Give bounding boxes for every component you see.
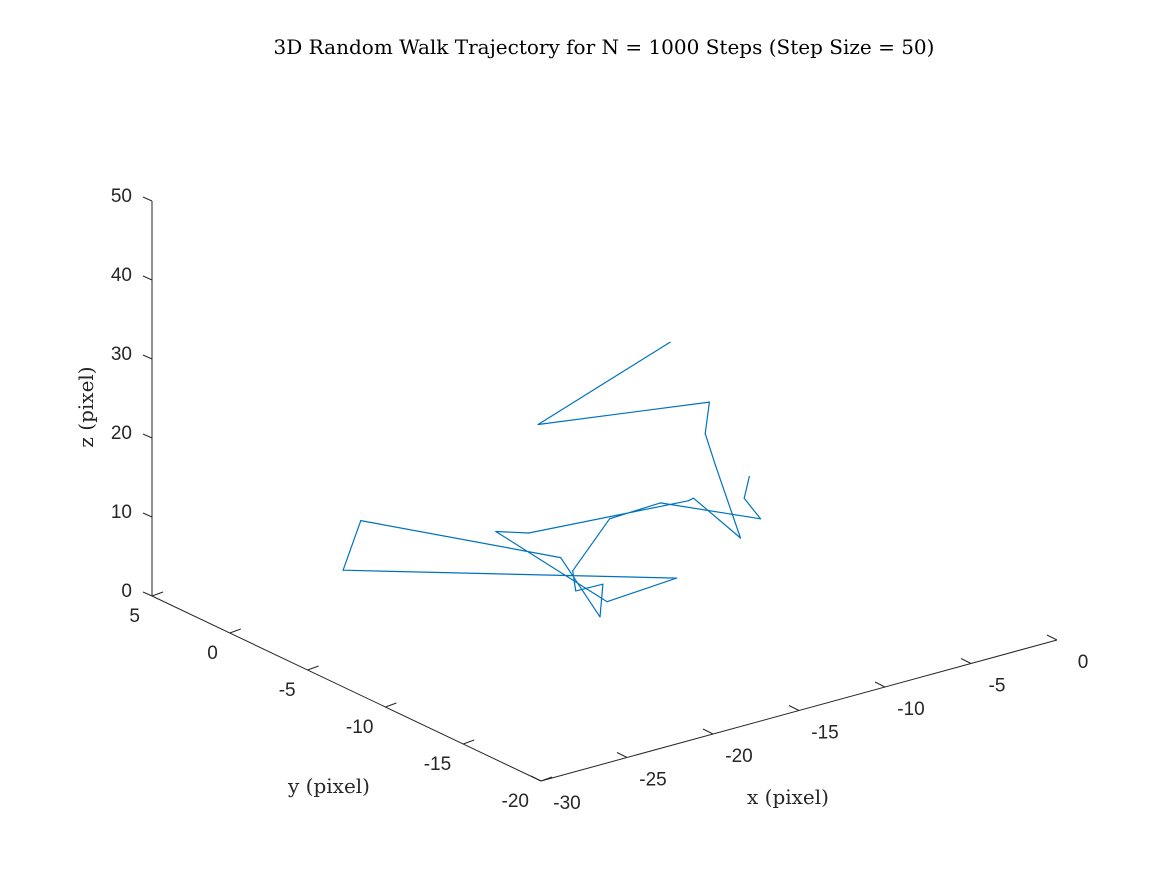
trajectory-point [714,464,716,466]
trajectory-point [342,569,344,571]
trajectory-line [342,341,762,618]
trajectory-point [739,537,742,539]
z-tick-label: 20 [111,423,132,444]
trajectory-point [560,557,562,559]
trajectory-point [575,590,577,592]
chart-title: 3D Random Walk Trajectory for N = 1000 S… [274,35,935,59]
z-tick-mark [142,591,153,597]
z-tick-mark [142,354,153,360]
y-tick-label: -15 [424,754,451,775]
x-tick-mark [530,775,542,782]
x-tick-label: -30 [553,793,580,814]
y-tick-label: -20 [502,791,529,812]
y-tick-label: -10 [346,717,373,738]
trajectory-point [572,570,574,572]
trajectory-point [606,601,608,603]
trajectory-point [602,583,604,585]
trajectory-point [743,497,745,499]
trajectory-point [537,423,539,426]
z-tick-label: 10 [111,502,132,523]
x-tick-mark [960,658,972,664]
z-tick-label: 30 [111,344,132,365]
y-tick-mark [151,591,164,597]
tick-labels: -30-25-20-15-10-50-20-15-10-505010203040… [111,186,1088,814]
trajectory-point [528,532,530,534]
z-axis-label: z (pixel) [74,366,98,447]
trajectory-point [495,530,497,533]
trajectory-point [360,520,362,522]
y-tick-mark [385,702,397,708]
x-tick-label: -15 [811,723,838,744]
trajectory-point [609,518,611,520]
y-tick-mark [229,628,241,634]
trajectory-point [704,433,706,435]
x-tick-label: 0 [1078,652,1089,673]
trajectory-point [748,476,750,478]
x-tick-label: -5 [989,676,1006,697]
z-tick-mark [142,512,153,518]
z-tick-label: 0 [121,581,132,602]
trajectory-vertices [342,341,762,618]
x-tick-label: -20 [725,746,752,767]
trajectory-point [692,497,695,499]
x-tick-mark [788,705,800,711]
y-tick-mark [463,739,475,745]
tick-marks [142,196,1058,782]
y-tick-label: -5 [279,680,296,701]
y-tick-mark [307,665,319,671]
z-tick-mark [142,433,153,439]
z-tick-mark [142,275,153,281]
x-tick-mark [616,752,628,758]
z-tick-label: 50 [111,186,132,207]
y-axis-line [151,595,542,782]
trajectory-point [759,518,762,520]
x-tick-mark [1046,634,1058,641]
x-tick-label: -10 [897,699,924,720]
y-tick-mark [540,776,553,782]
x-axis-label: x (pixel) [747,785,829,809]
trajectory-point [669,341,671,343]
x-tick-mark [874,681,886,688]
y-tick-label: 0 [207,643,218,664]
trajectory-point [659,502,662,504]
trajectory-point [599,616,601,618]
trajectory-point [687,500,689,502]
x-tick-label: -25 [639,770,666,791]
trajectory-point [708,401,711,403]
z-tick-mark [142,196,153,202]
trajectory-point [676,577,678,579]
y-tick-label: 5 [129,606,140,627]
z-tick-label: 40 [111,265,132,286]
y-axis-label: y (pixel) [287,774,370,798]
x-tick-mark [702,728,714,735]
